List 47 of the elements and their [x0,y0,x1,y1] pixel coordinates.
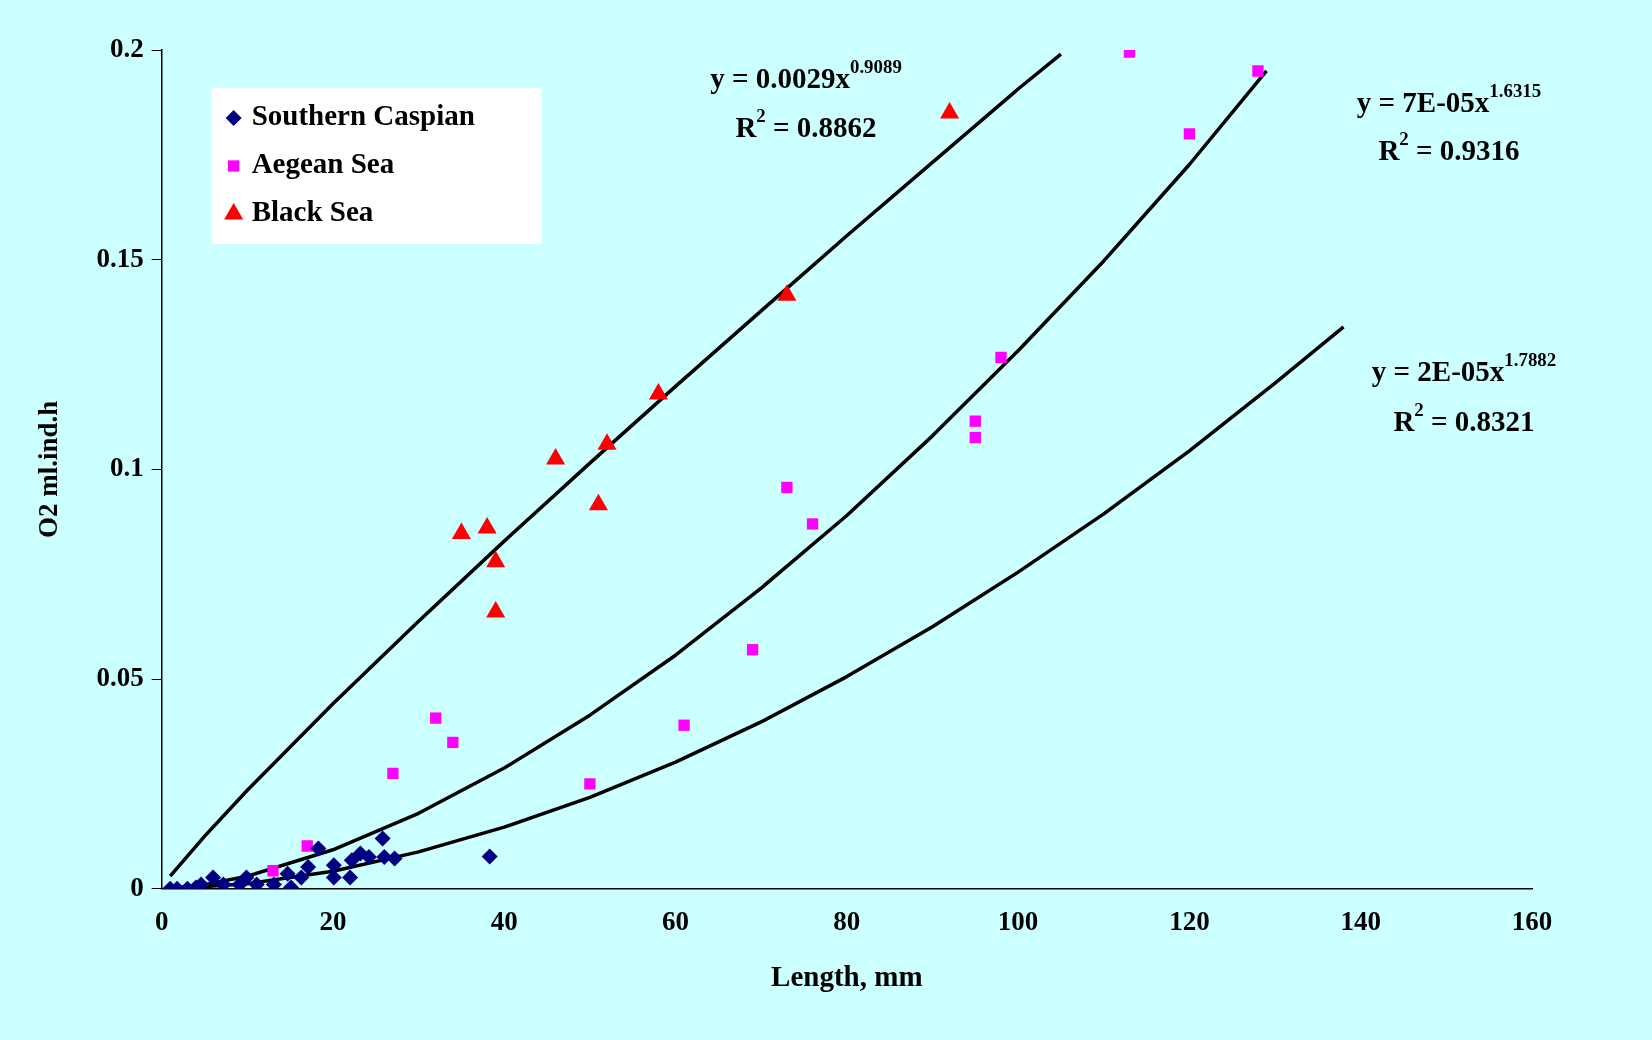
y-tick-label: 0.15 [96,242,144,273]
point [995,351,1007,364]
y-tick-label: 0 [130,871,144,902]
x-tick-label: 60 [662,905,690,936]
point [1183,128,1196,140]
point [969,431,981,444]
point [386,850,403,867]
point [374,830,391,847]
point [387,767,399,780]
x-tick-label: 160 [1511,905,1553,936]
point [325,857,342,874]
point [267,865,279,877]
legend-label: Aegean Sea [251,147,395,180]
point [969,415,981,427]
point [481,848,498,865]
point [238,869,255,886]
y-axis-title: O2 ml.ind.h [33,400,64,539]
point [678,719,690,731]
point [806,518,819,530]
point [301,840,313,852]
point [430,712,442,724]
x-tick-label: 100 [997,905,1039,936]
x-tick-label: 140 [1340,905,1381,936]
point [342,869,359,886]
point [447,736,459,749]
point [300,858,317,875]
point [781,481,793,494]
point [746,644,759,656]
y-tick-label: 0.1 [109,452,144,483]
y-tick-label: 0.05 [96,662,144,693]
point [279,865,296,882]
x-tick-label: 40 [490,905,518,936]
x-tick-label: 20 [319,905,347,936]
point [205,869,222,886]
point [325,869,342,886]
point [584,778,596,790]
x-tick-label: 120 [1169,905,1210,936]
y-tick-label: 0.2 [109,32,144,63]
x-tick-label: 0 [154,905,169,936]
legend-label: Southern Caspian [251,99,475,132]
point [310,840,327,857]
x-tick-label: 80 [833,905,861,936]
legend-label: Black Sea [251,195,374,228]
point [1252,65,1264,77]
x-axis-title: Length, mm [771,960,923,993]
point [293,869,310,886]
point [343,852,360,869]
